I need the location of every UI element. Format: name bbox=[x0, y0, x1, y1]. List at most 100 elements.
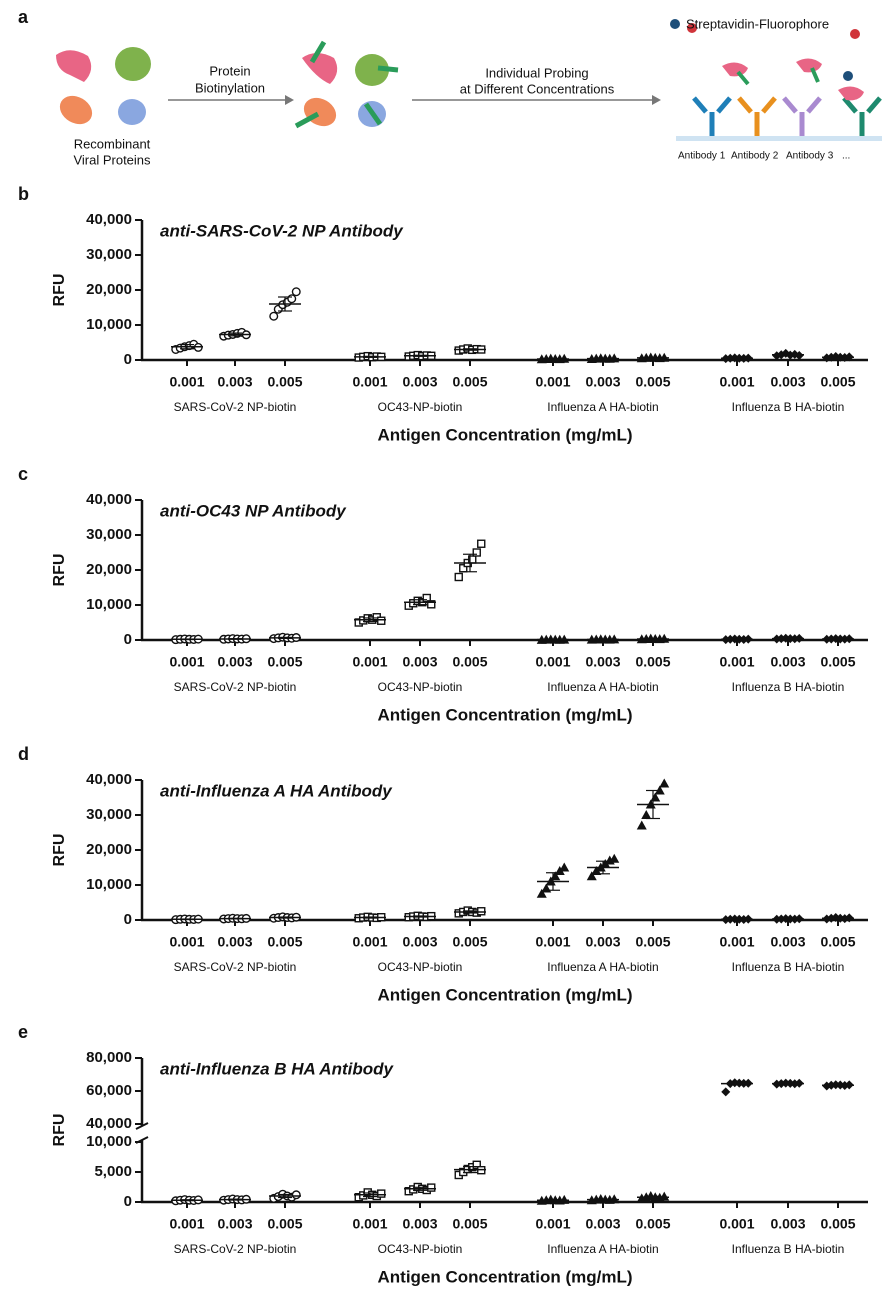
x-tick-label: 0.001 bbox=[719, 1216, 754, 1232]
x-tick-label: 0.005 bbox=[820, 1216, 855, 1232]
x-tick-label: 0.001 bbox=[352, 654, 387, 670]
chart-title: anti-OC43 NP Antibody bbox=[160, 501, 347, 520]
label: Antibody 3 bbox=[786, 151, 834, 162]
x-tick-label: 0.005 bbox=[267, 654, 302, 670]
x-tick-label: 0.005 bbox=[267, 934, 302, 950]
point bbox=[291, 1190, 301, 1200]
y-tick-label: 40,000 bbox=[86, 1115, 132, 1132]
label: Viral Proteins bbox=[73, 152, 151, 167]
point bbox=[472, 548, 481, 557]
x-tick-label: 0.003 bbox=[402, 1216, 437, 1232]
y-tick-label: 10,000 bbox=[86, 316, 132, 333]
x-tick-label: 0.003 bbox=[217, 1216, 252, 1232]
label: Individual Probing bbox=[485, 65, 588, 80]
group-label: OC43-NP-biotin bbox=[378, 1242, 463, 1256]
group-label: Influenza A HA-biotin bbox=[547, 400, 658, 414]
x-tick-label: 0.003 bbox=[770, 1216, 805, 1232]
point bbox=[287, 294, 297, 304]
group-label: SARS-CoV-2 NP-biotin bbox=[174, 680, 297, 694]
y-axis-label: RFU bbox=[51, 554, 68, 587]
point bbox=[609, 1194, 620, 1204]
label: ... bbox=[842, 151, 850, 162]
point bbox=[721, 1087, 731, 1097]
panel-letter: c bbox=[18, 464, 28, 484]
group-label: Influenza B HA-biotin bbox=[732, 1242, 845, 1256]
x-tick-label: 0.003 bbox=[770, 654, 805, 670]
chart-title: anti-Influenza A HA Antibody bbox=[160, 781, 393, 800]
arrow-head bbox=[285, 95, 294, 105]
x-tick-label: 0.003 bbox=[402, 654, 437, 670]
y-tick-label: 0 bbox=[124, 351, 132, 368]
point bbox=[659, 778, 670, 788]
y-tick-label: 30,000 bbox=[86, 526, 132, 543]
point bbox=[586, 871, 597, 881]
y-tick-label: 40,000 bbox=[86, 491, 132, 508]
x-tick-label: 0.005 bbox=[820, 654, 855, 670]
x-tick-label: 0.005 bbox=[267, 1216, 302, 1232]
label: Protein bbox=[209, 63, 250, 78]
group-label: Influenza A HA-biotin bbox=[547, 680, 658, 694]
point bbox=[636, 820, 647, 830]
label: Antibody 2 bbox=[731, 151, 779, 162]
x-tick-label: 0.001 bbox=[169, 654, 204, 670]
x-tick-label: 0.001 bbox=[169, 374, 204, 390]
point bbox=[559, 1194, 570, 1204]
point bbox=[377, 1189, 386, 1198]
point bbox=[472, 1160, 481, 1170]
point bbox=[591, 866, 602, 875]
biotinylated-proteins bbox=[294, 40, 399, 129]
x-tick-label: 0.005 bbox=[635, 934, 670, 950]
point bbox=[427, 1183, 436, 1192]
panel-letter: b bbox=[18, 184, 29, 204]
point bbox=[659, 1191, 670, 1201]
point bbox=[454, 572, 463, 582]
y-tick-label: 20,000 bbox=[86, 841, 132, 858]
panel-letter: a bbox=[18, 7, 29, 27]
group-label: SARS-CoV-2 NP-biotin bbox=[174, 400, 297, 414]
point bbox=[609, 853, 620, 863]
y-axis-label: RFU bbox=[51, 274, 68, 307]
point bbox=[269, 311, 279, 321]
point bbox=[477, 539, 486, 548]
x-tick-label: 0.001 bbox=[535, 1216, 570, 1232]
x-tick-label: 0.003 bbox=[770, 374, 805, 390]
x-tick-label: 0.005 bbox=[452, 654, 487, 670]
y-tick-label: 10,000 bbox=[86, 596, 132, 613]
x-tick-label: 0.003 bbox=[217, 654, 252, 670]
x-tick-label: 0.001 bbox=[535, 934, 570, 950]
x-tick-label: 0.005 bbox=[267, 374, 302, 390]
x-tick-label: 0.003 bbox=[217, 934, 252, 950]
group-label: Influenza B HA-biotin bbox=[732, 400, 845, 414]
x-tick-label: 0.005 bbox=[635, 374, 670, 390]
label: Recombinant bbox=[74, 136, 151, 151]
y-tick-label: 30,000 bbox=[86, 806, 132, 823]
point bbox=[377, 616, 386, 625]
x-axis-label: Antigen Concentration (mg/mL) bbox=[378, 705, 633, 724]
x-tick-label: 0.005 bbox=[820, 374, 855, 390]
x-tick-label: 0.001 bbox=[352, 1216, 387, 1232]
group-label: SARS-CoV-2 NP-biotin bbox=[174, 1242, 297, 1256]
y-tick-label: 40,000 bbox=[86, 211, 132, 228]
x-tick-label: 0.001 bbox=[719, 374, 754, 390]
x-tick-label: 0.005 bbox=[820, 934, 855, 950]
x-tick-label: 0.001 bbox=[169, 1216, 204, 1232]
x-tick-label: 0.003 bbox=[585, 1216, 620, 1232]
chart-title: anti-SARS-CoV-2 NP Antibody bbox=[160, 221, 404, 240]
arrow-head bbox=[652, 95, 661, 105]
label: at Different Concentrations bbox=[460, 81, 615, 96]
x-tick-label: 0.001 bbox=[352, 934, 387, 950]
y-tick-label: 5,000 bbox=[94, 1163, 132, 1180]
label: Antibody 1 bbox=[678, 151, 726, 162]
x-axis-label: Antigen Concentration (mg/mL) bbox=[378, 425, 633, 444]
label: Streptavidin-Fluorophore bbox=[686, 16, 829, 31]
group-label: OC43-NP-biotin bbox=[378, 680, 463, 694]
axis-break bbox=[135, 1122, 149, 1130]
point bbox=[536, 888, 547, 898]
x-tick-label: 0.001 bbox=[535, 654, 570, 670]
x-tick-label: 0.003 bbox=[770, 934, 805, 950]
group-label: SARS-CoV-2 NP-biotin bbox=[174, 960, 297, 974]
y-tick-label: 0 bbox=[124, 1193, 132, 1210]
y-axis-label: RFU bbox=[51, 1114, 68, 1147]
x-tick-label: 0.001 bbox=[719, 654, 754, 670]
